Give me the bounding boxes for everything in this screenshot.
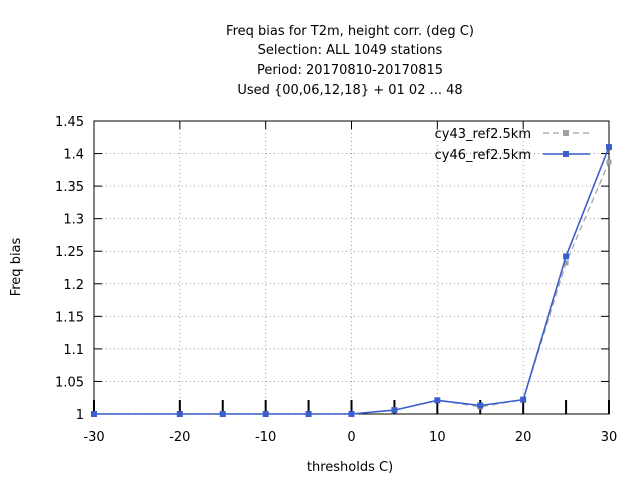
title-line-3: Period: 20170810-20170815 <box>257 63 443 78</box>
legend: cy43_ref2.5km cy46_ref2.5km <box>435 127 590 163</box>
data-point <box>262 411 269 417</box>
x-tick-label: 10 <box>429 430 446 445</box>
y-tick-label: 1.35 <box>55 180 84 195</box>
data-point <box>563 260 569 266</box>
y-tick-label: 1.25 <box>55 245 84 260</box>
data-point <box>348 411 355 417</box>
chart-title: Freq bias for T2m, height corr. (deg C) … <box>226 24 474 98</box>
data-point <box>305 411 312 417</box>
y-tick-label: 1 <box>76 408 84 423</box>
data-point <box>219 411 226 417</box>
title-line-2: Selection: ALL 1049 stations <box>258 43 443 58</box>
y-tick-label: 1.45 <box>55 115 84 130</box>
x-tick-label: -10 <box>255 430 276 445</box>
series-line <box>94 146 610 415</box>
x-axis-label: thresholds C) <box>307 460 393 475</box>
series-1 <box>91 144 612 417</box>
series <box>91 144 612 417</box>
data-point <box>520 396 527 403</box>
data-point <box>563 253 570 260</box>
data-point <box>91 411 97 417</box>
x-tick-label: -20 <box>169 430 190 445</box>
x-tick-label: 0 <box>347 430 355 445</box>
x-tick-labels: -30 -20 -10 0 10 20 30 <box>83 430 617 445</box>
title-line-4: Used {00,06,12,18} + 01 02 ... 48 <box>237 83 462 98</box>
y-tick-label: 1.4 <box>63 148 84 163</box>
y-tick-label: 1.3 <box>63 213 84 228</box>
data-point <box>606 144 612 151</box>
y-tick-label: 1.05 <box>55 375 84 390</box>
data-point <box>434 397 441 404</box>
y-axis-label: Freq bias <box>9 237 24 296</box>
legend-label: cy46_ref2.5km <box>435 148 531 163</box>
legend-swatch-marker <box>563 151 569 157</box>
y-tick-label: 1.2 <box>63 278 84 293</box>
x-tick-label: 20 <box>515 430 532 445</box>
legend-swatch-marker <box>563 130 569 136</box>
y-tick-label: 1.1 <box>63 343 84 358</box>
y-tick-labels: 1 1.05 1.1 1.15 1.2 1.25 1.3 1.35 1.4 1.45 <box>55 115 84 423</box>
data-point <box>391 407 398 414</box>
x-tick-label: -30 <box>83 430 104 445</box>
series-line <box>94 161 610 415</box>
data-point <box>606 159 612 165</box>
data-point <box>477 402 484 409</box>
data-point <box>176 411 183 417</box>
title-line-1: Freq bias for T2m, height corr. (deg C) <box>226 24 474 39</box>
legend-label: cy43_ref2.5km <box>435 127 531 142</box>
x-tick-label: 30 <box>601 430 618 445</box>
y-tick-label: 1.15 <box>55 310 84 325</box>
grid-lines <box>94 121 609 414</box>
